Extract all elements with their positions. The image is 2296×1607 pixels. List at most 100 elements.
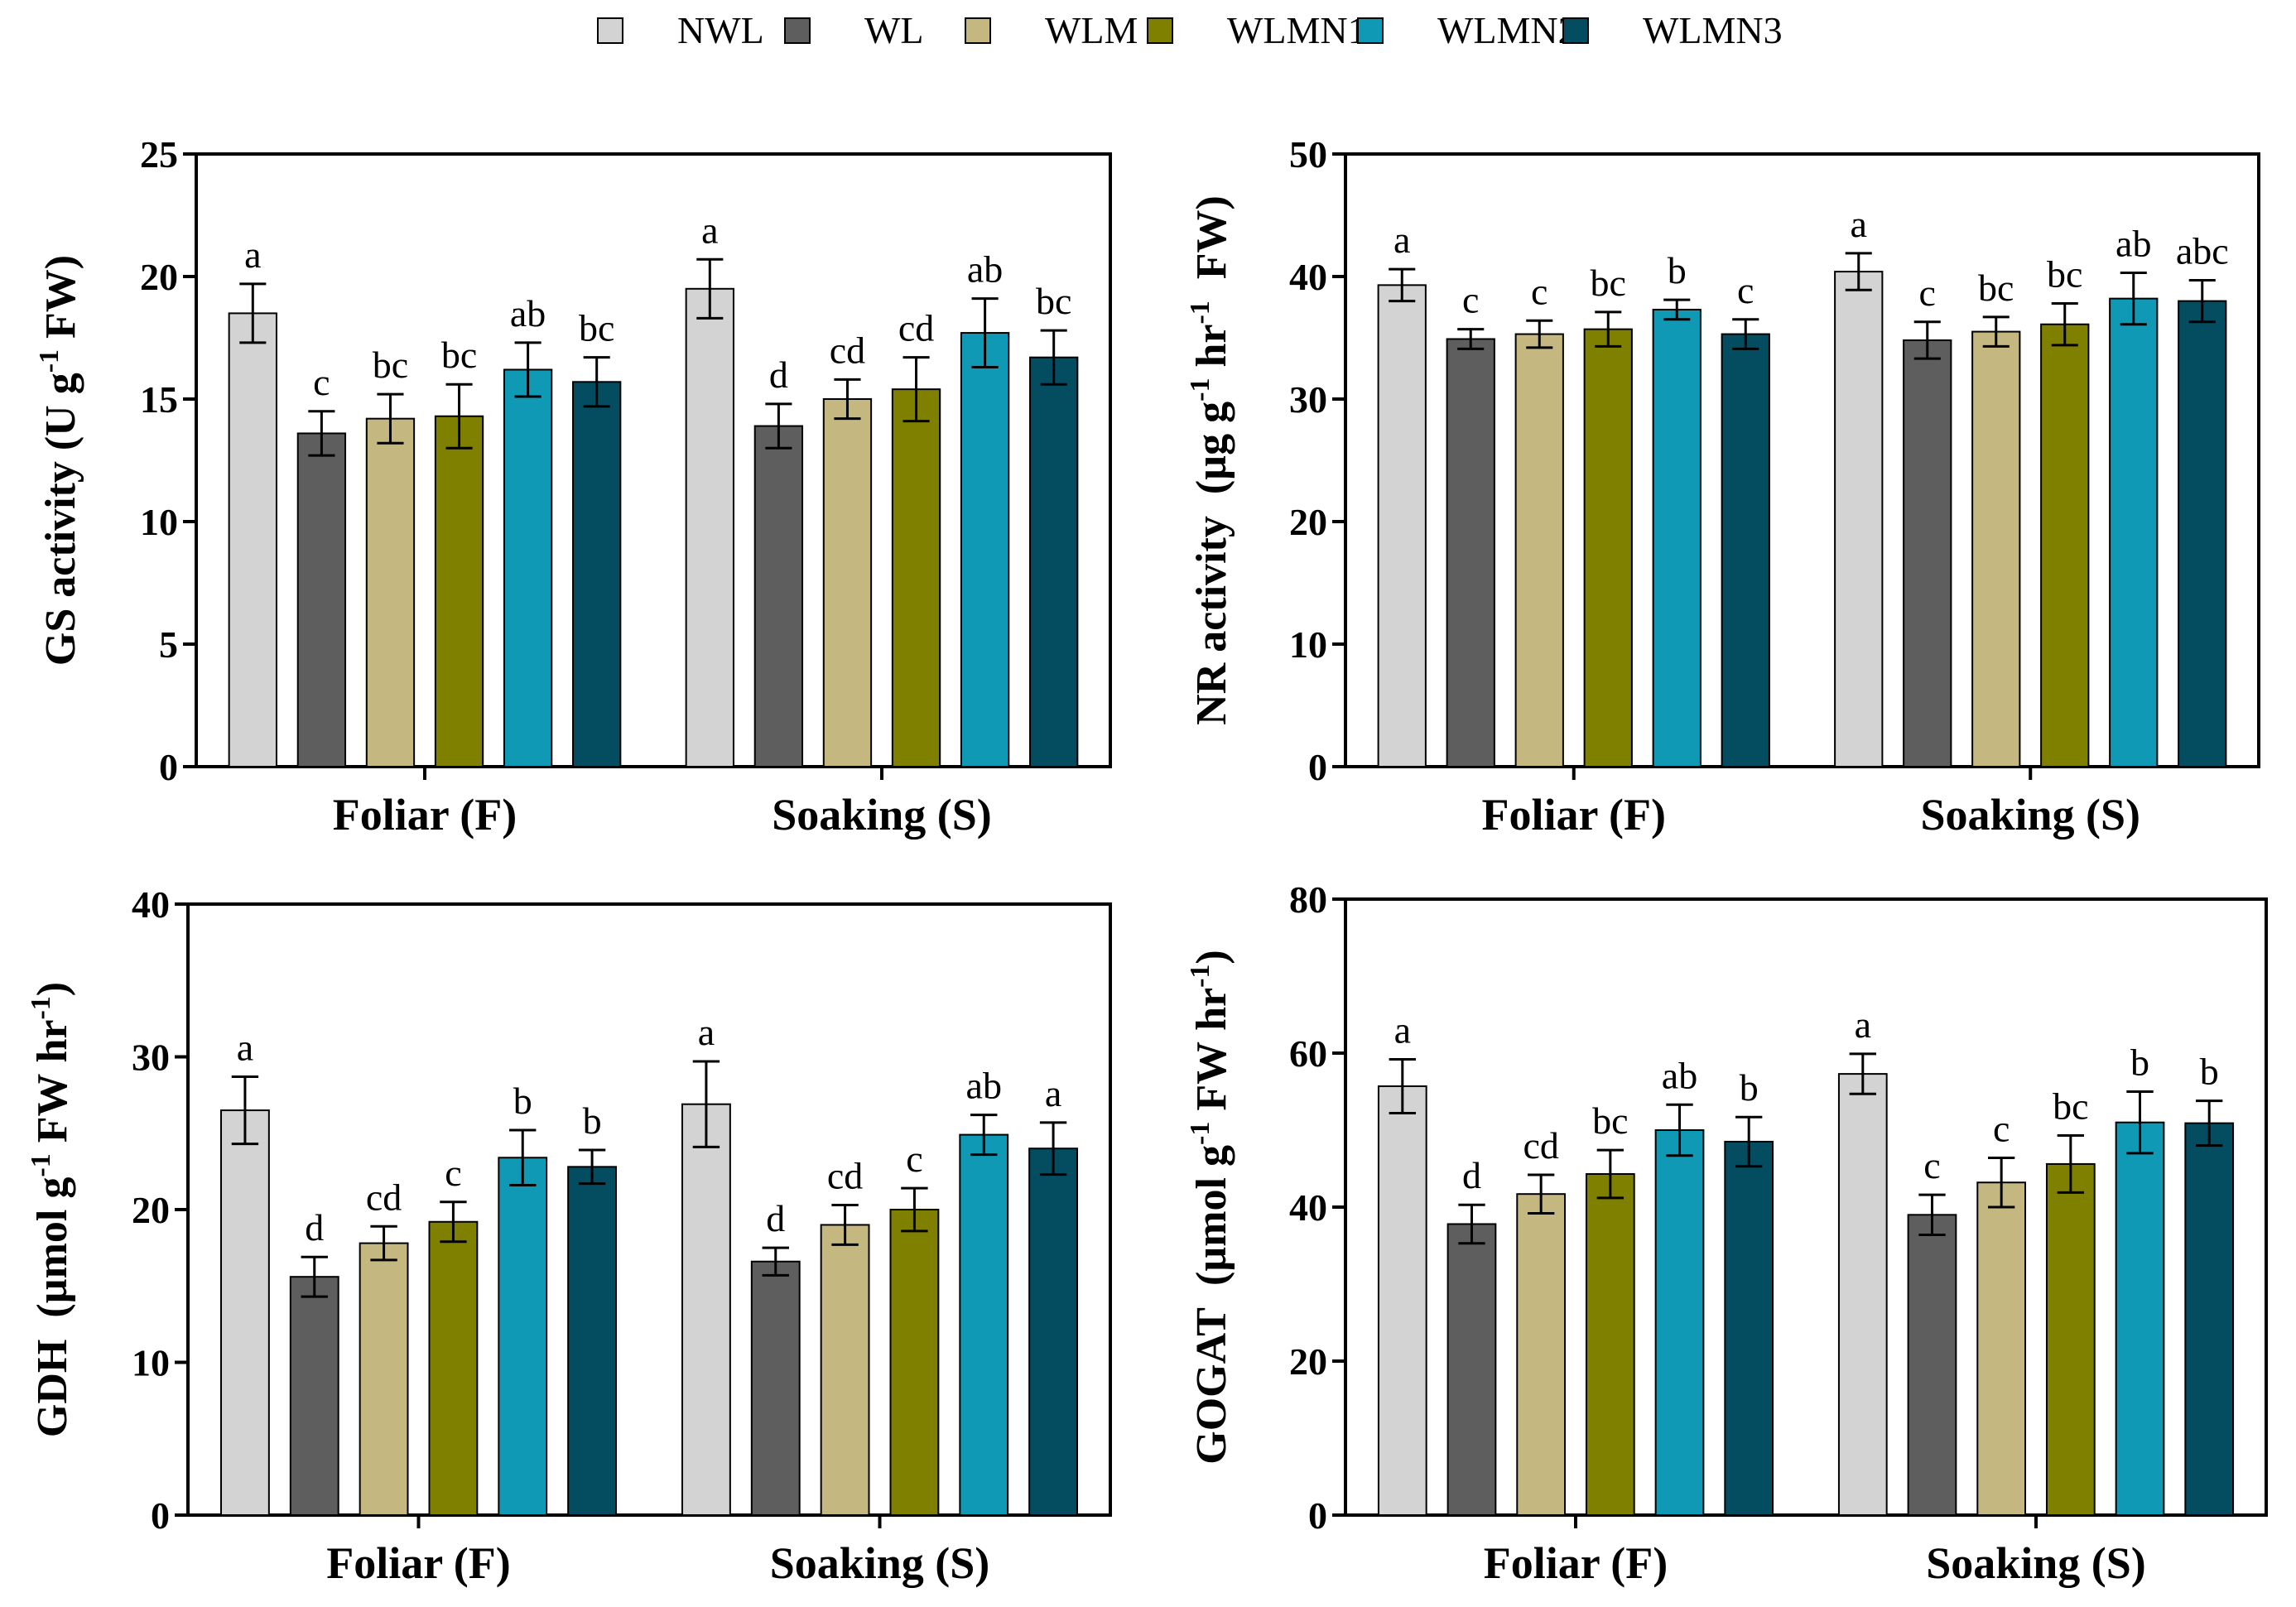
significance-letter-nr: bc bbox=[1978, 267, 2014, 309]
bar-gdh-wlm-0 bbox=[359, 1242, 409, 1516]
error-bar-gdh-wlmn3-1 bbox=[1039, 1121, 1067, 1176]
y-tick-label-gdh: 0 bbox=[151, 1494, 170, 1537]
significance-letter-nr: a bbox=[1393, 219, 1410, 261]
y-axis-label-gs: GS activity (U g-1 FW) bbox=[34, 255, 84, 666]
bar-gs-wlm-0 bbox=[365, 417, 416, 767]
significance-letter-gs: cd bbox=[830, 329, 865, 371]
significance-letter-gdh: a bbox=[1045, 1072, 1061, 1114]
error-bar-gogat-wlmn1-1 bbox=[2057, 1134, 2085, 1194]
y-tick-label-gogat: 40 bbox=[1289, 1186, 1327, 1229]
bar-nr-wlmn2-1 bbox=[2109, 297, 2159, 767]
bar-gdh-wlmn3-0 bbox=[567, 1166, 617, 1516]
bar-gs-wlmn2-1 bbox=[960, 332, 1010, 767]
significance-letter-gogat: ab bbox=[1662, 1054, 1697, 1096]
bar-nr-nwl-0 bbox=[1377, 284, 1427, 767]
significance-letter-gdh: d bbox=[766, 1197, 785, 1239]
error-bar-gdh-wlmn2-0 bbox=[509, 1128, 537, 1186]
category-label-nr: Soaking (S) bbox=[1920, 790, 2140, 840]
bar-gs-wlmn1-0 bbox=[434, 415, 484, 767]
error-bar-gs-wlmn3-1 bbox=[1040, 329, 1067, 386]
error-bar-gdh-wlmn3-0 bbox=[578, 1148, 606, 1186]
bar-gdh-wlmn1-1 bbox=[889, 1209, 940, 1516]
error-bar-gdh-wlmn2-1 bbox=[970, 1114, 998, 1157]
error-bar-nr-wlmn3-1 bbox=[2188, 278, 2216, 324]
error-bar-gogat-wlm-1 bbox=[1987, 1156, 2015, 1209]
y-tick-label-nr: 40 bbox=[1289, 256, 1327, 298]
bar-nr-nwl-1 bbox=[1834, 271, 1884, 767]
significance-letter-gdh: c bbox=[445, 1152, 461, 1194]
bar-gdh-nwl-0 bbox=[220, 1109, 270, 1516]
error-bar-nr-wlmn2-0 bbox=[1663, 298, 1691, 321]
significance-letter-gdh: b bbox=[583, 1099, 602, 1142]
error-bar-gs-wlm-0 bbox=[377, 392, 404, 445]
significance-letter-gs: c bbox=[313, 361, 330, 403]
bar-nr-wl-1 bbox=[1903, 339, 1952, 767]
bar-gogat-nwl-0 bbox=[1377, 1085, 1427, 1516]
legend-swatch-wlmn3 bbox=[1562, 17, 1589, 44]
y-tick-label-gogat: 20 bbox=[1289, 1340, 1327, 1383]
bar-nr-wlm-1 bbox=[1971, 330, 2021, 768]
error-bar-gdh-wl-0 bbox=[301, 1255, 328, 1298]
category-label-gs: Foliar (F) bbox=[333, 790, 517, 840]
y-tick-label-nr: 30 bbox=[1289, 378, 1327, 421]
error-bar-gogat-wl-1 bbox=[1918, 1193, 1946, 1236]
error-bar-gdh-nwl-1 bbox=[692, 1060, 720, 1148]
significance-letter-gs: bc bbox=[1036, 280, 1071, 322]
significance-letter-gdh: b bbox=[513, 1080, 532, 1122]
error-bar-nr-wlm-0 bbox=[1526, 319, 1553, 349]
legend-label-wlmn2: WLMN2 bbox=[1437, 9, 1577, 51]
plot-frame-nr bbox=[1344, 152, 2260, 768]
bar-gs-wlmn1-1 bbox=[891, 388, 941, 767]
y-tick-label-nr: 20 bbox=[1289, 501, 1327, 543]
significance-letter-nr: c bbox=[1919, 272, 1936, 314]
error-bar-gs-wlmn1-0 bbox=[445, 383, 473, 450]
legend-swatch-wlmn1 bbox=[1147, 17, 1173, 44]
significance-letter-gs: ab bbox=[510, 292, 546, 334]
error-bar-gogat-wlmn3-1 bbox=[2196, 1099, 2223, 1148]
significance-letter-nr: a bbox=[1851, 203, 1867, 245]
bar-gogat-wl-0 bbox=[1446, 1223, 1497, 1516]
y-tick-label-gs: 25 bbox=[140, 133, 178, 176]
bar-nr-wlmn2-0 bbox=[1652, 308, 1702, 767]
error-bar-gogat-wlm-0 bbox=[1527, 1173, 1555, 1215]
bar-gdh-wlmn3-1 bbox=[1028, 1148, 1078, 1516]
y-tick-label-gogat: 60 bbox=[1289, 1032, 1327, 1075]
significance-letter-gogat: c bbox=[1923, 1144, 1940, 1186]
error-bar-gdh-wlmn1-0 bbox=[440, 1200, 467, 1244]
significance-letter-gdh: ab bbox=[966, 1065, 1002, 1107]
y-axis-label-gdh: GDH (µmol g-1 FW hr-1) bbox=[26, 982, 76, 1437]
bar-nr-wlmn3-0 bbox=[1721, 333, 1770, 767]
error-bar-gs-wl-1 bbox=[765, 402, 792, 450]
y-tick-label-gs: 10 bbox=[140, 501, 178, 543]
legend-label-nwl: NWL bbox=[677, 9, 764, 51]
bar-gogat-wlm-0 bbox=[1516, 1193, 1567, 1516]
y-tick-label-gs: 20 bbox=[140, 256, 178, 298]
significance-letter-nr: c bbox=[1531, 270, 1548, 312]
y-tick-label-nr: 10 bbox=[1289, 623, 1327, 666]
significance-letter-gdh: a bbox=[698, 1011, 715, 1053]
bar-gdh-wlm-1 bbox=[820, 1224, 870, 1516]
bar-gogat-wlmn1-1 bbox=[2045, 1162, 2096, 1517]
significance-letter-nr: c bbox=[1737, 269, 1754, 311]
error-bar-gdh-nwl-0 bbox=[231, 1075, 259, 1146]
significance-letter-gdh: cd bbox=[827, 1154, 863, 1196]
error-bar-gs-nwl-1 bbox=[696, 257, 724, 320]
significance-letter-gdh: d bbox=[305, 1206, 324, 1249]
category-label-gdh: Soaking (S) bbox=[770, 1538, 990, 1588]
y-tick-label-nr: 0 bbox=[1308, 746, 1327, 788]
error-bar-nr-wlmn2-1 bbox=[2120, 272, 2147, 326]
significance-letter-gs: a bbox=[244, 233, 261, 276]
significance-letter-gogat: b bbox=[2200, 1051, 2219, 1093]
legend-swatch-nwl bbox=[597, 17, 623, 44]
error-bar-gs-wlmn3-0 bbox=[583, 356, 610, 408]
y-tick-label-gs: 15 bbox=[140, 378, 178, 421]
bar-gs-wlm-1 bbox=[822, 398, 873, 767]
y-axis-label-gogat: GOGAT (µmol g-1 FW hr-1) bbox=[1185, 950, 1235, 1465]
error-bar-gogat-wl-0 bbox=[1458, 1203, 1485, 1245]
significance-letter-gdh: cd bbox=[366, 1176, 402, 1218]
legend-label-wlmn3: WLMN3 bbox=[1643, 9, 1783, 51]
error-bar-gdh-wl-1 bbox=[762, 1246, 789, 1277]
bar-nr-wlmn1-1 bbox=[2040, 323, 2090, 768]
